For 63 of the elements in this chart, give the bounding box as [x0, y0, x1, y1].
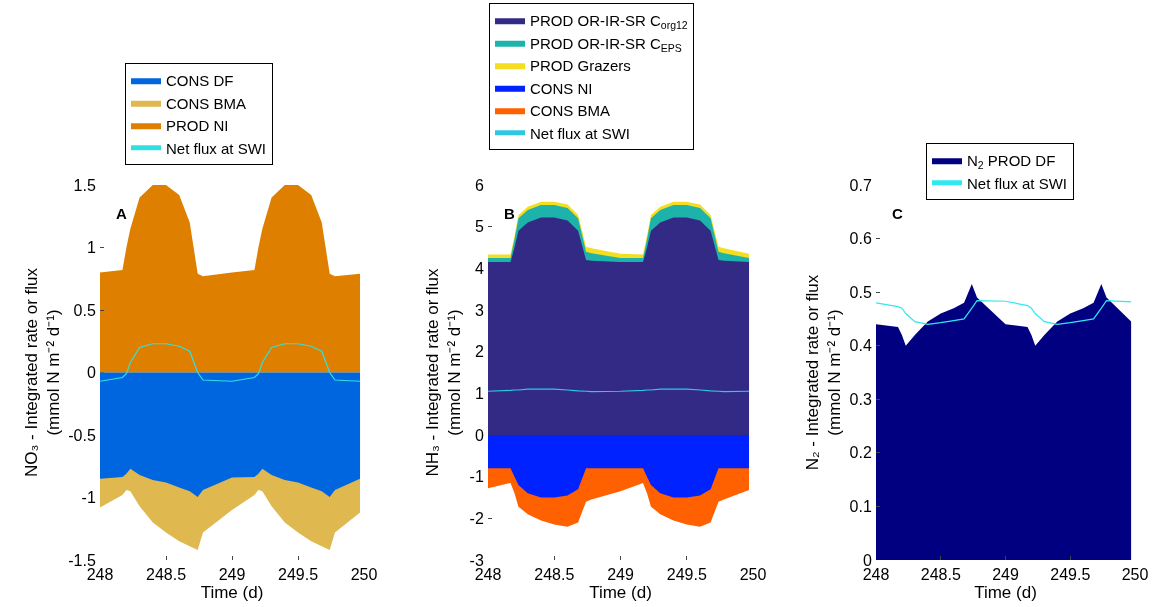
annotation: A — [116, 205, 127, 222]
x-axis-title: Time (d) — [589, 583, 652, 603]
y-tick-label: 0 — [86, 364, 96, 382]
y-tick-label: 0.7 — [849, 176, 872, 194]
line-series — [876, 300, 1132, 325]
y-tick-label: 0.1 — [849, 498, 872, 516]
y-tick-label: 2 — [474, 343, 484, 361]
x-tick-label: 248 — [862, 566, 890, 584]
y-tick-label: -1 — [81, 489, 96, 507]
y-tick-label: 1 — [86, 239, 96, 257]
y-tick-label: 1 — [474, 384, 484, 402]
legend-label: CONS BMA — [530, 102, 611, 120]
y-tick-label: -3 — [469, 551, 484, 569]
x-tick-label: 250 — [739, 566, 767, 584]
annotation: B — [504, 205, 515, 222]
y-tick-label: 0.4 — [849, 337, 872, 355]
annotation: C — [892, 205, 903, 222]
x-tick-label: 249 — [607, 566, 634, 584]
y-tick-label: 6 — [474, 176, 484, 194]
x-tick-label: 250 — [1121, 566, 1149, 584]
legend-label: CONS BMA — [166, 94, 247, 112]
y-tick-label: 4 — [474, 259, 484, 277]
y-tick-label: -1.5 — [68, 551, 96, 569]
y-tick-label: 3 — [474, 301, 484, 319]
legend-label: PROD NI — [166, 117, 229, 135]
y-axis-title: NO₃ - Integrated rate or flux (mmol N m⁻² d⁻¹) — [21, 267, 63, 478]
y-axis-title: N₂ - Integrated rate or flux (mmol N m⁻² d⁻¹) — [803, 274, 845, 471]
x-tick-label: 250 — [350, 566, 378, 584]
legend-label: PROD OR-IR-SR C$_{EPS}$ — [530, 34, 682, 54]
legend-label: Net flux at SWI — [967, 174, 1068, 192]
x-tick-label: 249 — [218, 566, 246, 584]
legend-label: PROD Grazers — [530, 57, 631, 75]
y-tick-label: 0.3 — [849, 390, 872, 408]
x-tick-label: 249.5 — [1050, 566, 1091, 584]
x-tick-label: 249 — [992, 566, 1019, 584]
x-tick-label: 249.5 — [666, 566, 707, 584]
x-tick-label: 248.5 — [145, 566, 187, 584]
x-tick-label: 248 — [86, 566, 114, 584]
legend-label: CONS NI — [530, 79, 593, 97]
line-series — [100, 343, 361, 382]
x-tick-label: 248.5 — [920, 566, 961, 584]
y-tick-label: 0.5 — [849, 283, 872, 301]
y-tick-label: -0.5 — [68, 426, 96, 444]
y-tick-label: 0 — [862, 551, 872, 569]
legend-label: N$_{2}$ PROD DF — [967, 152, 1056, 172]
x-axis-title: Time (d) — [200, 583, 264, 603]
y-tick-label: 0.5 — [73, 301, 96, 319]
legend-label: PROD OR-IR-SR C$_{org12}$ — [530, 12, 688, 32]
y-axis-title: NH₃ - Integrated rate or flux (mmol N m⁻² d⁻¹) — [423, 267, 465, 477]
y-tick-label: 0.6 — [849, 230, 872, 248]
legend-label: Net flux at SWI — [530, 124, 631, 142]
y-tick-label: -1 — [469, 468, 484, 486]
y-tick-label: 0 — [474, 426, 484, 444]
legend-label: CONS DF — [166, 72, 234, 90]
y-tick-label: -2 — [469, 509, 484, 527]
x-axis-title: Time (d) — [974, 583, 1037, 603]
x-tick-label: 248.5 — [534, 566, 575, 584]
legend-label: Net flux at SWI — [166, 139, 267, 157]
x-tick-label: 248 — [474, 566, 502, 584]
y-tick-label: 1.5 — [73, 176, 96, 194]
x-tick-label: 249.5 — [277, 566, 319, 584]
y-tick-label: 0.2 — [849, 444, 872, 462]
y-tick-label: 5 — [474, 218, 484, 236]
